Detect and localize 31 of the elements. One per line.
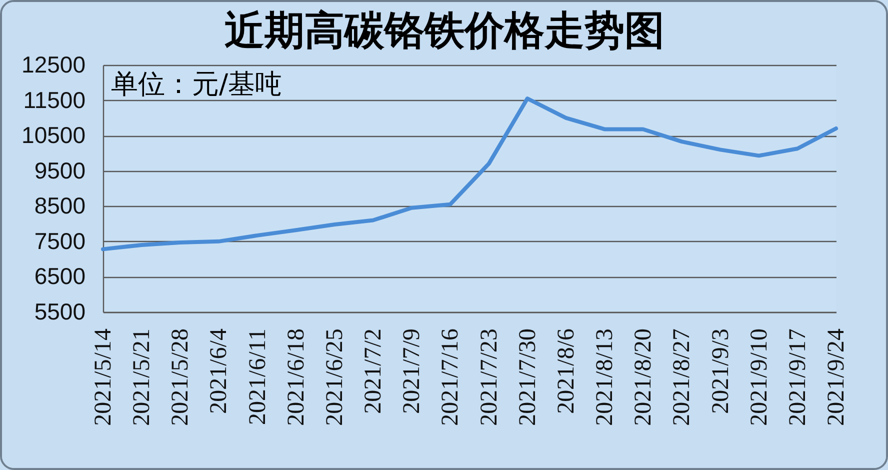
x-tick-label: 2021/5/21 (129, 328, 156, 426)
x-tick-label: 2021/8/13 (592, 328, 618, 426)
annotation: 单位：元/基吨 (111, 69, 282, 100)
x-tick-label: 2021/9/17 (784, 328, 811, 426)
x-tick-label: 2021/7/30 (514, 328, 541, 426)
y-tick-label: 6500 (34, 263, 86, 290)
x-tick-label: 2021/8/6 (553, 328, 580, 414)
x-tick-label: 2021/9/10 (746, 328, 772, 426)
x-tick-label: 2021/6/25 (322, 328, 348, 426)
y-tick-label: 9500 (34, 157, 86, 184)
y-tick-label: 7500 (34, 228, 86, 254)
y-tick-label: 5500 (34, 298, 86, 324)
x-tick-label: 2021/9/3 (708, 328, 734, 414)
line-series (101, 96, 838, 252)
x-tick-label: 2021/7/16 (438, 328, 464, 426)
x-tick-label: 2021/9/24 (824, 328, 850, 426)
x-tick-label: 2021/6/18 (283, 328, 310, 426)
x-tick-label: 2021/8/27 (669, 328, 696, 426)
y-tick-label: 12500 (22, 52, 86, 78)
x-tick-label: 2021/5/14 (90, 328, 116, 426)
x-tick-label: 2021/7/9 (399, 328, 426, 414)
y-tick-label: 8500 (34, 192, 86, 219)
y-tick-label: 10500 (22, 122, 86, 148)
y-tick-label: 11500 (23, 86, 86, 113)
chart-title: 近期高碳铬铁价格走势图 (224, 7, 664, 54)
x-tick-label: 2021/7/23 (476, 328, 502, 426)
x-tick-label: 2021/5/28 (168, 328, 194, 426)
x-tick-label: 2021/6/4 (206, 328, 232, 414)
x-tick-label: 2021/7/2 (360, 328, 387, 414)
x-tick-label: 2021/8/20 (630, 328, 657, 426)
x-tick-label: 2021/6/11 (244, 328, 271, 425)
